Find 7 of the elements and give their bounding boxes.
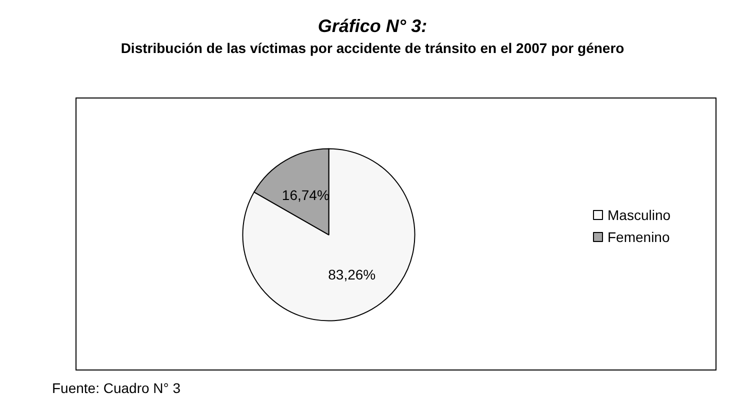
source-note: Fuente: Cuadro N° 3 <box>52 380 181 396</box>
legend-label: Femenino <box>608 229 670 245</box>
data-label: 83,26% <box>328 266 376 283</box>
chart-title: Gráfico N° 3: <box>318 16 428 36</box>
chart-subtitle: Distribución de las víctimas por accidente de tránsito en el 2007 por género <box>120 40 624 56</box>
legend-label: Masculino <box>608 207 671 223</box>
data-label: 16,74% <box>282 186 330 203</box>
